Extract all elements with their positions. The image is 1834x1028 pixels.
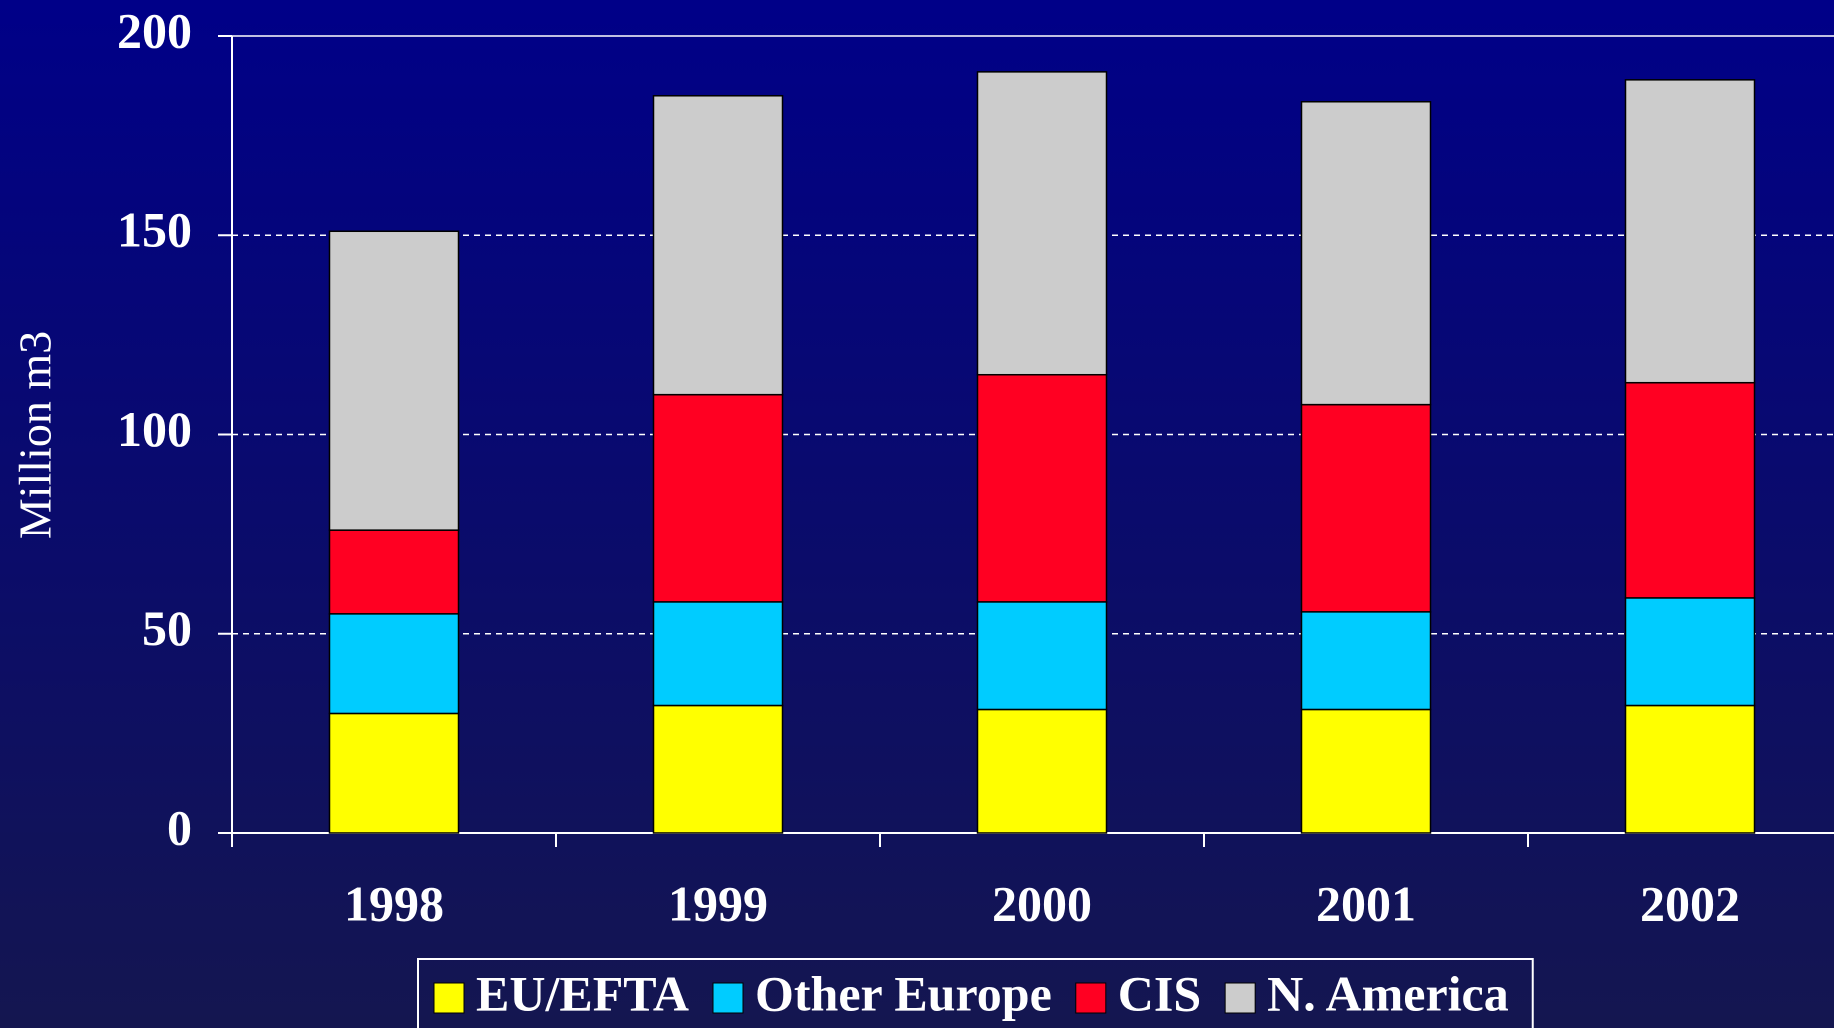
legend-swatch (1224, 982, 1256, 1014)
bar-segment (976, 373, 1108, 603)
y-tick-label: 50 (142, 600, 192, 656)
legend-swatch (712, 982, 744, 1014)
bar-segment (652, 704, 784, 834)
legend-label: CIS (1118, 965, 1201, 1021)
bar-segment (328, 613, 460, 715)
legend-label: N. America (1267, 965, 1509, 1021)
bar-segment (1300, 611, 1432, 711)
legend: EU/EFTA Other Europe CIS N. America (417, 958, 1534, 1028)
bar-segment (652, 393, 784, 603)
x-tick-label: 2000 (992, 875, 1092, 931)
y-tick-label: 150 (117, 202, 192, 258)
bar-segment (976, 601, 1108, 711)
bar-segment (652, 95, 784, 396)
y-tick-label: 200 (117, 2, 192, 58)
x-tick-label: 2001 (1316, 875, 1416, 931)
bar-segment (1624, 381, 1756, 599)
bar-segment (1624, 79, 1756, 384)
legend-swatch (433, 982, 465, 1014)
legend-box (417, 958, 1534, 1028)
y-tick-label: 100 (117, 401, 192, 457)
bar-segment (1624, 597, 1756, 707)
bar-segment (976, 71, 1108, 376)
bar-segment (1300, 708, 1432, 834)
legend-label: EU/EFTA (476, 965, 689, 1021)
y-axis-label: Million m3 (10, 331, 61, 539)
bar-segment (328, 230, 460, 531)
y-tick-label: 0 (167, 799, 192, 855)
bar-segment (1300, 403, 1432, 613)
x-tick-label: 1998 (344, 875, 444, 931)
bar-segment (976, 708, 1108, 834)
bar-segment (652, 601, 784, 707)
bar-segment (328, 712, 460, 834)
bar-segment (1300, 101, 1432, 406)
bar-segment (1624, 704, 1756, 834)
legend-label: Other Europe (755, 965, 1052, 1021)
x-tick-label: 1999 (668, 875, 768, 931)
legend-swatch (1075, 982, 1107, 1014)
bar-segment (328, 529, 460, 615)
x-tick-label: 2002 (1640, 875, 1740, 931)
